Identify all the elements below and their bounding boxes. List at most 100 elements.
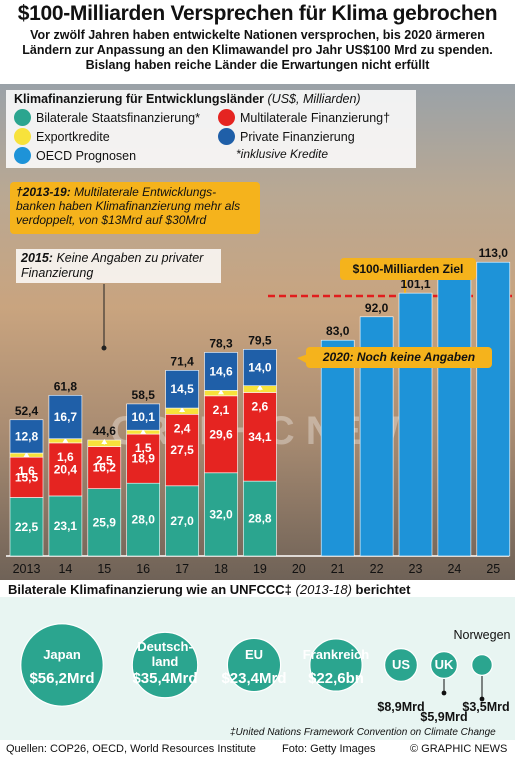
bubble-value-label: $8,9Mrd	[377, 700, 424, 714]
bar-segment	[126, 482, 160, 557]
x-tick-label: 17	[175, 562, 189, 576]
note-2015-year: 2015:	[21, 251, 53, 265]
segment-label: 14,6	[209, 364, 233, 378]
x-tick-label: 14	[58, 562, 72, 576]
page-title: $100-Milliarden Versprechen für Klima ge…	[17, 2, 498, 25]
segment-label: 29,6	[209, 427, 233, 441]
x-tick-label: 21	[331, 562, 345, 576]
x-tick-label: 16	[136, 562, 150, 576]
bar-segment	[165, 413, 199, 487]
segment-label: 16,7	[54, 410, 78, 424]
callout-multilateral-text: Multilaterale Entwicklungs-banken haben …	[16, 185, 241, 227]
bar-segment	[204, 352, 238, 391]
x-tick-label: 23	[409, 562, 423, 576]
bubble-value-label: $3,5Mrd	[462, 700, 509, 714]
bubble	[383, 647, 419, 683]
export-value-label: 2,4	[174, 421, 191, 435]
segment-label: 14,5	[170, 382, 194, 396]
segment-label: 10,1	[132, 410, 156, 424]
callout-2020: 2020: Noch keine Angaben	[306, 347, 492, 368]
bubble-title-range: (2013-18)	[295, 582, 352, 597]
segment-label: 28,0	[132, 513, 156, 527]
photo-credit: Foto: Getty Images	[282, 743, 376, 755]
export-arrow-head	[101, 439, 108, 445]
bubble	[430, 651, 458, 679]
legend-title-text: Klimafinanzierung für Entwicklungsländer	[14, 92, 265, 106]
segment-label: 27,5	[170, 443, 194, 457]
legend-item-export: Exportkredite	[14, 128, 110, 145]
legend-item-bilateral: Bilaterale Staatsfinanzierung*	[14, 109, 200, 126]
bar-segment	[87, 488, 122, 557]
legend-item-multilateral: Multilaterale Finanzierung†	[218, 109, 390, 126]
bubble	[471, 654, 493, 676]
legend-item-oecd: OECD Prognosen	[14, 147, 136, 164]
export-value-label: 1,5	[135, 441, 152, 455]
bubble-value-label: $35,4Mrd	[132, 670, 197, 687]
bar-segment	[9, 419, 44, 454]
legend-label: Multilaterale Finanzierung†	[240, 110, 391, 125]
bubble-country-label: Japan	[43, 647, 81, 662]
bar-segment	[398, 292, 433, 557]
segment-label: 34,1	[248, 430, 272, 444]
bar-segment	[320, 339, 355, 557]
bar-segment	[126, 403, 160, 431]
legend-item-private: Private Finanzierung	[218, 128, 355, 145]
bubble-value-label: $23,4Mrd	[221, 670, 286, 687]
segment-label: 16,2	[93, 461, 117, 475]
legend-label: Bilaterale Staatsfinanzierung*	[36, 110, 200, 125]
export-arrow-head	[179, 407, 186, 413]
bubble-value-label: $56,2Mrd	[29, 670, 94, 687]
bar-total-label: 61,8	[54, 379, 78, 393]
page-subtitle: Vor zwölf Jahren haben entwickelte Natio…	[22, 28, 493, 72]
bubble-country-label: UK	[435, 657, 454, 672]
legend-swatch	[14, 109, 31, 126]
bubble-country-label: Frankreich	[303, 647, 370, 662]
x-tick-label: 19	[253, 562, 267, 576]
export-arrow-head	[256, 384, 263, 390]
bar-segment	[165, 485, 199, 557]
bubble-value-label: $22,6bn	[308, 670, 364, 687]
bar-total-label: 79,5	[248, 333, 272, 347]
legend-swatch	[14, 128, 31, 145]
footnote: ‡United Nations Framework Convention on …	[230, 727, 496, 738]
legend-swatch	[218, 128, 235, 145]
segment-label: 22,5	[15, 520, 39, 534]
bar-total-label: 83,0	[326, 324, 350, 338]
bubble-title-text: Bilaterale Klimafinanzierung wie an UNFC…	[8, 582, 292, 597]
bar-total-label: 44,6	[93, 424, 117, 438]
segment-label: 32,0	[209, 507, 233, 521]
x-tick-label: 24	[447, 562, 461, 576]
segment-label: 28,8	[248, 512, 272, 526]
export-arrow-head	[218, 389, 224, 395]
export-value-label: 1,6	[57, 450, 74, 464]
segment-label: 14,0	[248, 361, 272, 375]
bar-segment	[48, 495, 83, 557]
bar-segment	[48, 442, 83, 497]
legend-swatch	[14, 147, 31, 164]
bar-segment	[165, 370, 199, 409]
bar-total-label: 58,5	[132, 388, 156, 402]
uk-pointer-dot	[441, 690, 447, 696]
bar-segment	[9, 456, 44, 498]
export-value-label: 2,1	[213, 403, 230, 417]
bar-segment	[437, 274, 472, 557]
legend-note: *inklusive Kredite	[236, 147, 329, 161]
bar-total-label: 101,1	[400, 277, 430, 291]
x-tick-label: 18	[214, 562, 228, 576]
note-2015: 2015: Keine Angaben zu privater Finanzie…	[16, 249, 221, 283]
bar-segment	[476, 261, 511, 557]
callout-multilateral-mark: †2013-19:	[16, 185, 71, 199]
bar-total-label: 113,0	[479, 246, 509, 260]
export-value-label: 2,6	[252, 399, 269, 413]
bubble-country-label: US	[392, 657, 410, 672]
bar-total-label: 92,0	[365, 301, 389, 315]
bubble-chart: Japan $56,2Mrd Deutsch-land$35,4Mrd EU $23,4…	[20, 623, 511, 724]
bar-segment	[9, 497, 44, 557]
bubble	[309, 638, 363, 692]
bubble-value-label: $5,9Mrd	[420, 710, 467, 724]
bar-segment	[243, 392, 277, 482]
legend-title: Klimafinanzierung für Entwicklungsländer…	[14, 92, 361, 106]
segment-label: 12,8	[15, 429, 39, 443]
x-tick-label: 22	[370, 562, 384, 576]
bubble-country-label: EU	[245, 647, 263, 662]
